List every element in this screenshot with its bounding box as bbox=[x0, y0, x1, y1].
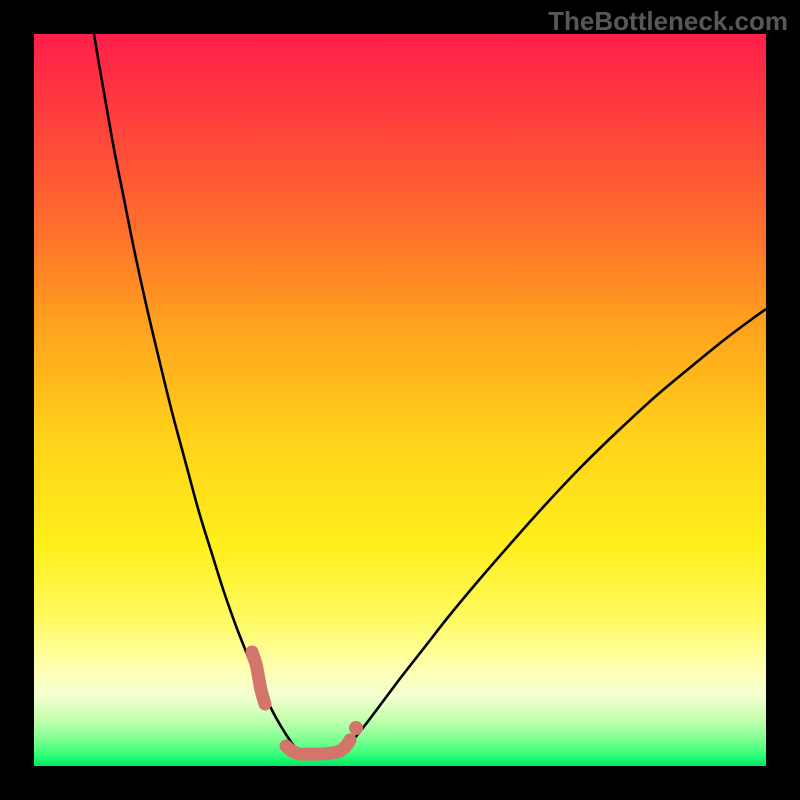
left-curve bbox=[94, 34, 298, 750]
curve-overlay bbox=[34, 34, 766, 766]
marker-right-dot bbox=[349, 721, 363, 735]
marker-left-cluster bbox=[252, 652, 265, 704]
marker-valley bbox=[286, 740, 350, 754]
right-curve bbox=[344, 309, 766, 750]
watermark-text: TheBottleneck.com bbox=[548, 6, 788, 37]
plot-area bbox=[34, 34, 766, 766]
